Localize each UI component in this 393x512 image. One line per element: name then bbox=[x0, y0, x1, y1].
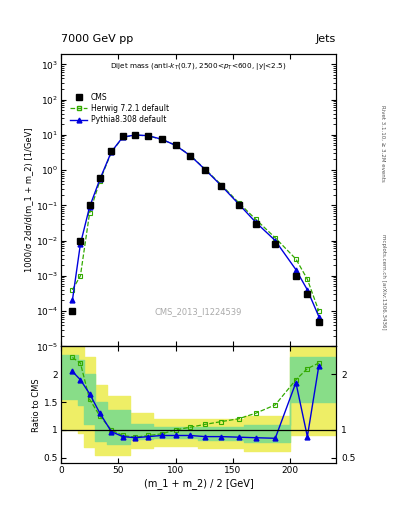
Legend: CMS, Herwig 7.2.1 default, Pythia8.308 default: CMS, Herwig 7.2.1 default, Pythia8.308 d… bbox=[70, 93, 169, 124]
Text: mcplots.cern.ch [arXiv:1306.3436]: mcplots.cern.ch [arXiv:1306.3436] bbox=[381, 234, 386, 329]
X-axis label: (m_1 + m_2) / 2 [GeV]: (m_1 + m_2) / 2 [GeV] bbox=[143, 478, 253, 489]
Text: Dijet mass (anti-$k_{T}$(0.7), 2500<$p_{T}$<600, |y|<2.5): Dijet mass (anti-$k_{T}$(0.7), 2500<$p_{… bbox=[110, 61, 286, 72]
Text: Rivet 3.1.10, ≥ 3.2M events: Rivet 3.1.10, ≥ 3.2M events bbox=[381, 105, 386, 182]
Text: CMS_2013_I1224539: CMS_2013_I1224539 bbox=[155, 307, 242, 316]
Text: Jets: Jets bbox=[316, 33, 336, 44]
Text: 7000 GeV pp: 7000 GeV pp bbox=[61, 33, 133, 44]
Y-axis label: Ratio to CMS: Ratio to CMS bbox=[32, 378, 41, 432]
Y-axis label: 1000/σ 2dσ/d(m_1 + m_2) [1/GeV]: 1000/σ 2dσ/d(m_1 + m_2) [1/GeV] bbox=[24, 127, 33, 272]
